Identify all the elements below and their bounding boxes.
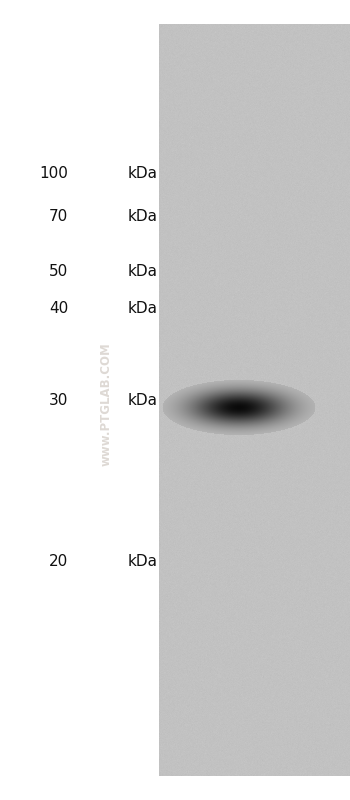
Text: kDa: kDa bbox=[128, 394, 158, 409]
Text: kDa: kDa bbox=[128, 264, 158, 279]
Text: kDa: kDa bbox=[128, 554, 158, 569]
Text: 50: 50 bbox=[49, 264, 68, 279]
Text: 20: 20 bbox=[49, 554, 68, 569]
Text: 40: 40 bbox=[49, 301, 68, 316]
Text: 70: 70 bbox=[49, 209, 68, 224]
Text: 100: 100 bbox=[39, 166, 68, 181]
Text: kDa: kDa bbox=[128, 166, 158, 181]
Text: kDa: kDa bbox=[128, 301, 158, 316]
Text: kDa: kDa bbox=[128, 209, 158, 224]
Text: www.PTGLAB.COM: www.PTGLAB.COM bbox=[100, 342, 113, 466]
Text: 30: 30 bbox=[49, 394, 68, 409]
